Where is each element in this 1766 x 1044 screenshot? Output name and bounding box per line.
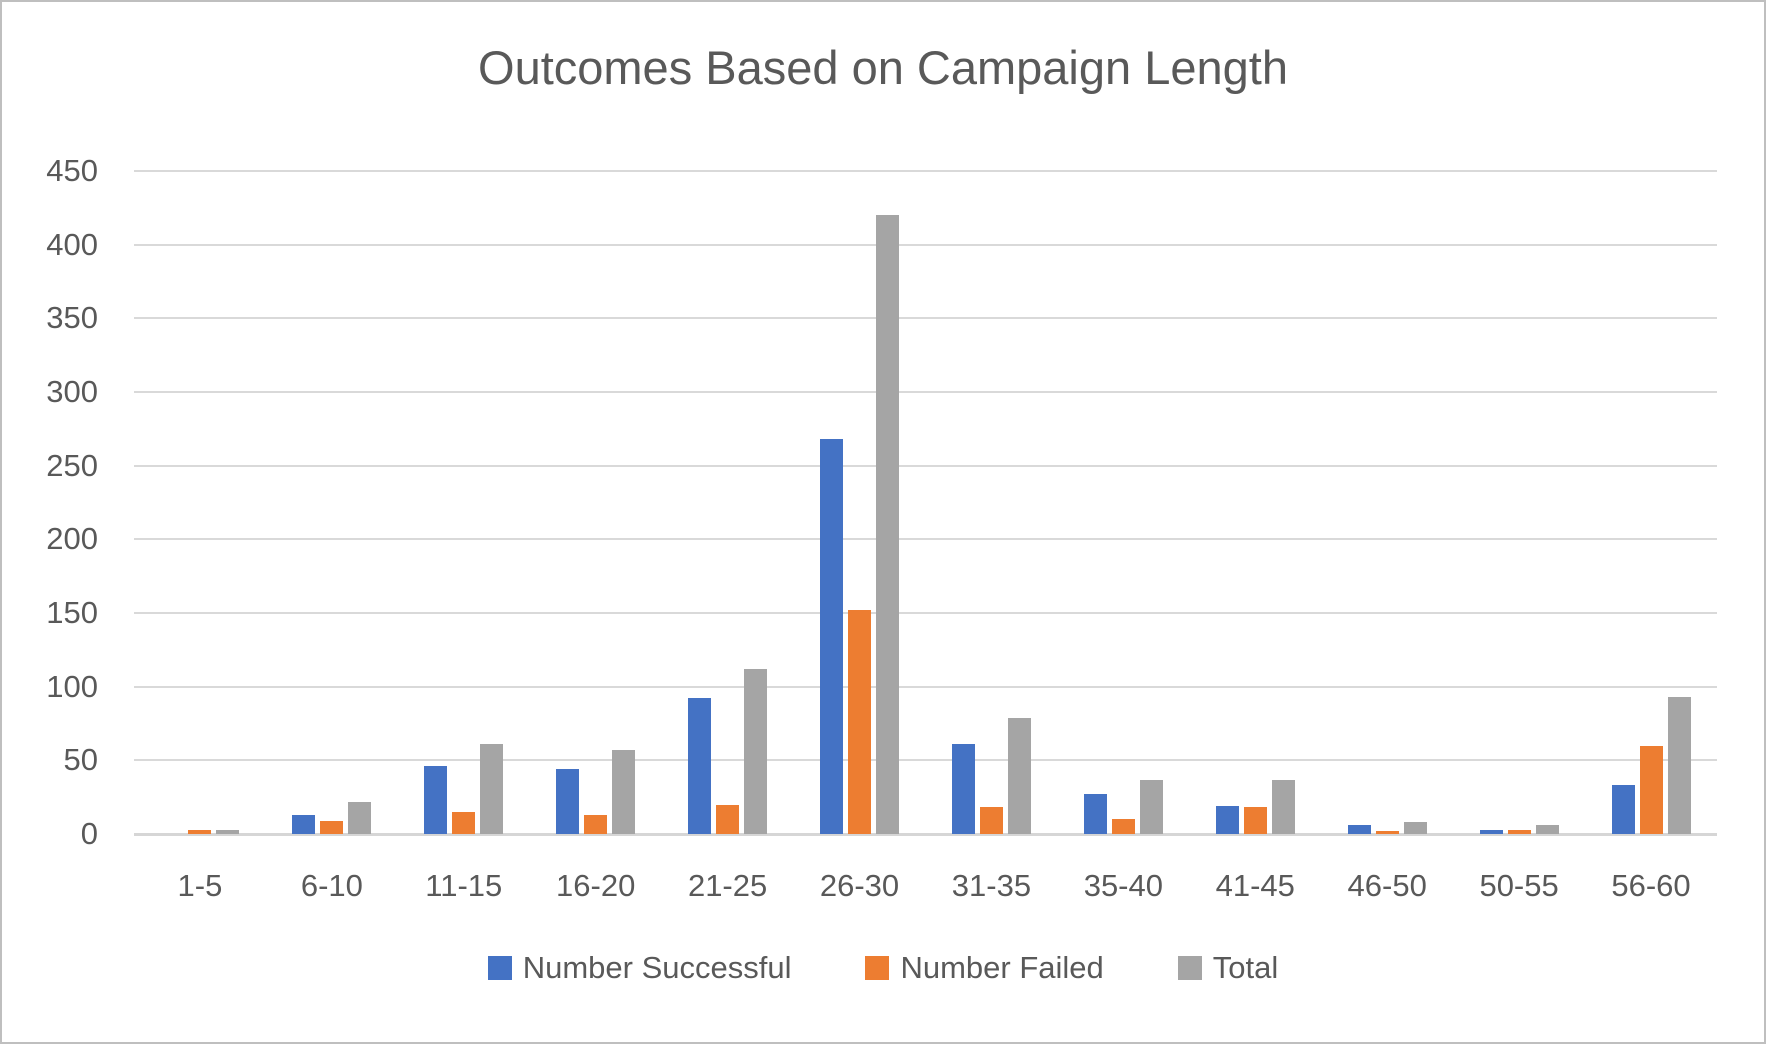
x-tick-label: 1-5 <box>177 868 223 903</box>
y-tick-label: 450 <box>46 153 98 188</box>
bar-group-21-25 <box>662 171 794 834</box>
bar-group-56-60 <box>1585 171 1717 834</box>
x-tick-label: 26-30 <box>819 868 900 903</box>
y-tick-label: 200 <box>46 521 98 557</box>
bar-total <box>1667 696 1691 834</box>
x-tick-label: 11-15 <box>425 868 503 903</box>
gridline <box>134 243 1717 246</box>
y-tick-label: 50 <box>63 742 98 778</box>
legend-label: Total <box>1212 950 1279 985</box>
bar-group-11-15 <box>398 171 530 834</box>
bar-number-successful <box>820 439 844 834</box>
legend-item-number-failed: Number Failed <box>865 950 1104 986</box>
x-tick-label: 6-10 <box>300 868 363 903</box>
legend-swatch <box>865 956 890 980</box>
bar-total <box>1007 717 1031 834</box>
bar-total <box>876 215 900 834</box>
x-tick-label: 41-45 <box>1215 868 1295 903</box>
bar-number-successful <box>556 769 580 834</box>
legend-swatch <box>487 956 512 980</box>
y-tick-label: 150 <box>46 595 98 630</box>
legend-label: Number Successful <box>522 950 792 985</box>
bar-number-successful <box>424 766 448 834</box>
bar-number-successful <box>1083 794 1107 834</box>
bar-number-failed <box>716 804 740 834</box>
bar-number-successful <box>292 814 316 834</box>
x-axis-line <box>134 833 1717 836</box>
bar-number-failed <box>584 814 608 834</box>
bar-total <box>480 744 504 834</box>
x-tick-label: 31-35 <box>951 868 1032 903</box>
bar-total <box>216 829 240 834</box>
bar-group-31-35 <box>926 171 1058 834</box>
bar-number-failed <box>1639 745 1663 834</box>
gridline <box>134 464 1717 467</box>
bar-total <box>1139 779 1163 834</box>
bar-number-successful <box>1479 829 1503 834</box>
y-tick-label: 0 <box>80 816 98 851</box>
bar-number-failed <box>1111 819 1135 834</box>
bar-group-35-40 <box>1057 171 1189 834</box>
y-tick-label: 300 <box>46 374 98 409</box>
bar-number-failed <box>979 807 1003 834</box>
gridline <box>134 391 1717 393</box>
bar-group-26-30 <box>794 171 926 834</box>
x-tick-label: 56-60 <box>1611 868 1691 903</box>
x-tick-label: 16-20 <box>556 868 636 903</box>
chart-title: Outcomes Based on Campaign Length <box>478 41 1288 94</box>
bar-number-failed <box>452 811 476 834</box>
gridline <box>134 317 1717 320</box>
bar-number-successful <box>1347 825 1371 834</box>
legend-item-number-successful: Number Successful <box>487 950 792 986</box>
bar-number-failed <box>188 829 212 834</box>
bar-number-failed <box>1375 831 1399 834</box>
bar-number-successful <box>1215 806 1239 834</box>
bar-number-failed <box>848 610 872 834</box>
legend-label: Number Failed <box>900 950 1104 985</box>
bar-number-failed <box>320 820 344 834</box>
plot-area <box>134 170 1717 836</box>
gridline <box>134 685 1717 688</box>
bar-number-failed <box>1243 807 1267 834</box>
gridline <box>134 612 1717 614</box>
bar-total <box>348 801 372 834</box>
bar-group-50-55 <box>1453 171 1585 834</box>
bar-group-6-10 <box>266 171 398 834</box>
legend-swatch <box>1177 956 1202 980</box>
x-tick-label: 46-50 <box>1347 868 1427 903</box>
bar-group-46-50 <box>1321 171 1453 834</box>
gridline <box>134 538 1717 541</box>
bar-number-successful <box>951 744 975 834</box>
y-tick-label: 400 <box>46 226 98 262</box>
bar-total <box>1271 779 1295 834</box>
y-tick-label: 250 <box>46 447 98 483</box>
bar-group-16-20 <box>530 171 662 834</box>
bar-number-successful <box>1611 785 1635 834</box>
gridline <box>134 759 1717 762</box>
x-tick-label: 50-55 <box>1479 868 1559 903</box>
bar-total <box>744 669 768 834</box>
bar-number-successful <box>688 698 712 834</box>
gridline <box>134 170 1717 172</box>
x-tick-label: 35-40 <box>1083 868 1163 903</box>
bar-total <box>1403 822 1427 834</box>
bar-total <box>612 750 636 834</box>
bar-number-failed <box>1507 829 1531 834</box>
y-tick-label: 100 <box>46 668 98 704</box>
bar-group-41-45 <box>1189 171 1321 834</box>
y-tick-label: 350 <box>46 300 98 336</box>
x-tick-label: 21-25 <box>687 868 768 903</box>
bar-total <box>1535 825 1559 834</box>
legend-item-total: Total <box>1177 950 1279 986</box>
legend: Number Successful Number Failed Total <box>2 950 1764 986</box>
bar-group-1-5 <box>134 171 266 834</box>
